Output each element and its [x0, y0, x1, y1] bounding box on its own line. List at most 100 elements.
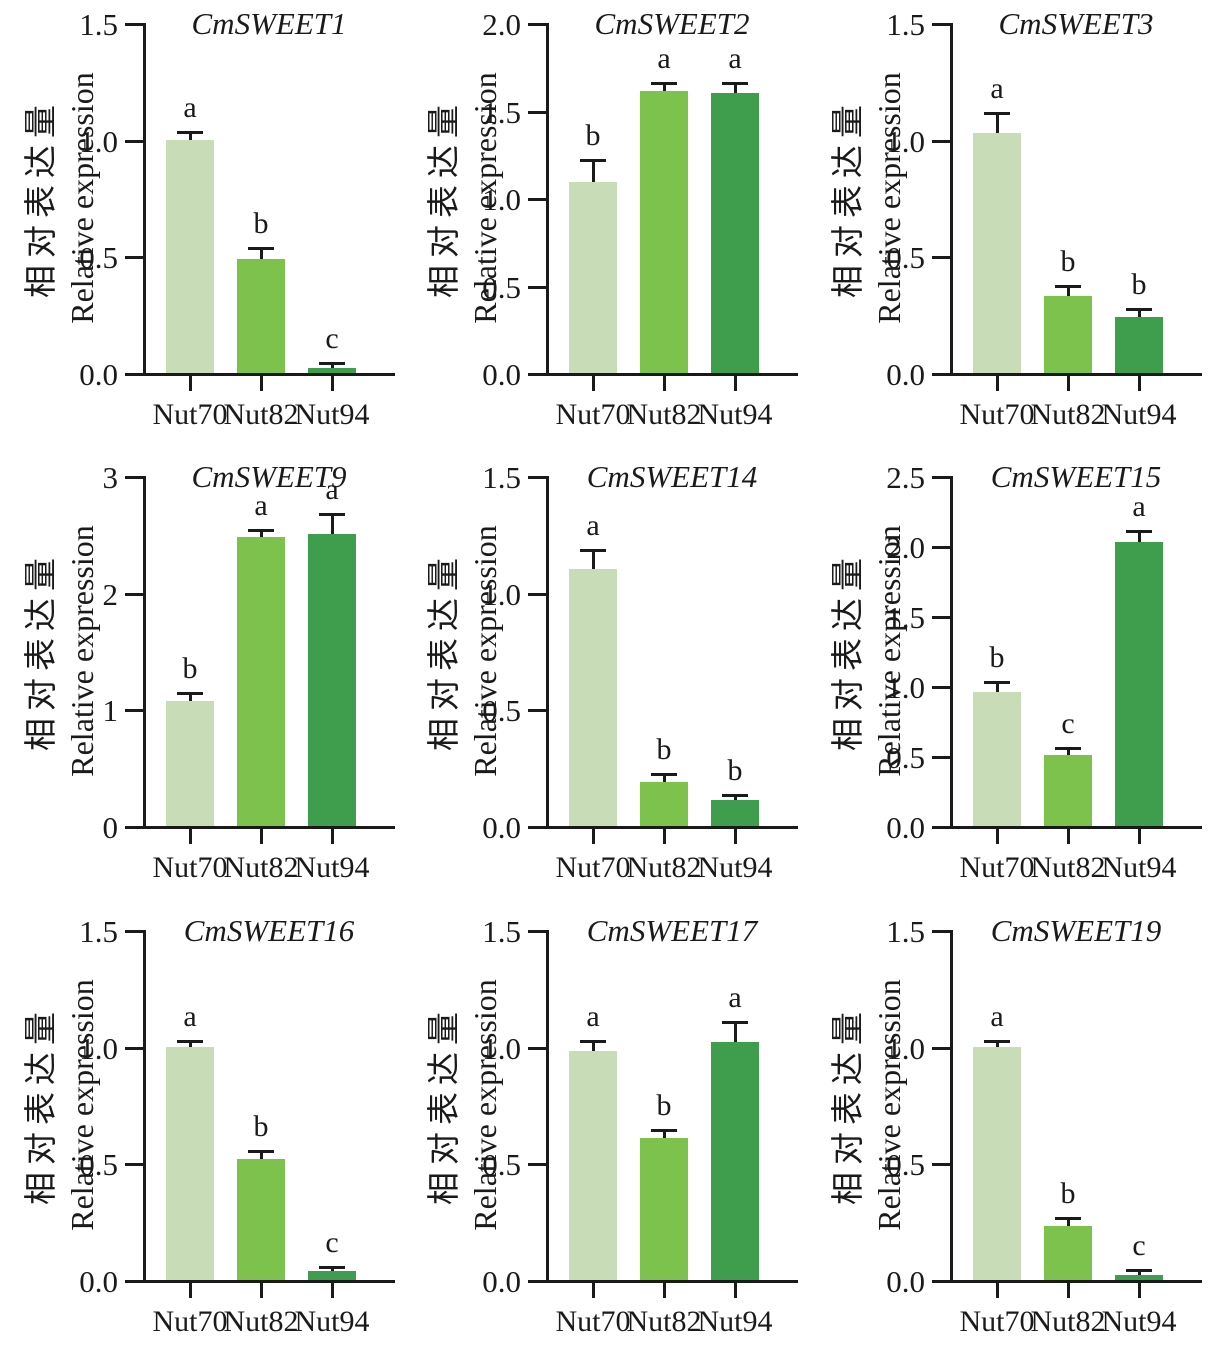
error-bar-cap [248, 1149, 274, 1153]
y-tick-label: 0.5 [482, 269, 521, 305]
y-tick-label: 1.5 [482, 94, 521, 130]
x-tick-label: Nut94 [697, 1305, 773, 1338]
y-tick-label: 1.5 [482, 460, 521, 495]
x-tick-label: Nut70 [555, 851, 631, 884]
error-bar [1137, 532, 1141, 542]
bar-nut82 [640, 1137, 688, 1280]
y-axis-label-zh: 相对表达量 [427, 98, 463, 299]
y-tick-mark [125, 1163, 143, 1167]
y-tick-label: 1.0 [886, 123, 925, 159]
error-bar-cap [1126, 308, 1152, 311]
x-tick-label: Nut82 [223, 851, 299, 884]
y-tick-mark [125, 139, 143, 143]
y-axis-label-zh: 相对表达量 [24, 1005, 60, 1206]
y-tick-mark [125, 930, 143, 933]
y-tick-mark [528, 476, 546, 479]
y-tick-mark [932, 256, 950, 260]
chart-title: CmSWEET1 [191, 6, 347, 41]
y-tick-mark [125, 1046, 143, 1050]
chart-cmsweet17: CmSWEET17 相对表达量 Relative expression 0.0 0.5 1… [403, 907, 806, 1360]
bar-nut94 [308, 534, 356, 826]
error-bar [1066, 1219, 1070, 1227]
x-tick-label: Nut82 [1030, 398, 1106, 431]
y-tick-label: 2.0 [482, 7, 521, 42]
y-tick-label: 2 [102, 576, 119, 612]
error-bar [591, 1042, 595, 1052]
x-tick-mark [733, 829, 737, 844]
x-axis-line [143, 826, 395, 829]
x-tick-label: Nut82 [626, 398, 702, 431]
y-tick-mark [932, 373, 950, 376]
bar-nut94 [711, 800, 759, 826]
y-tick-label: 0.5 [886, 1147, 925, 1183]
bar-nut70 [569, 182, 617, 373]
x-tick-mark [330, 829, 334, 844]
x-tick-label: Nut82 [1030, 1305, 1106, 1338]
bar-nut94 [1115, 317, 1163, 373]
bar-nut70 [166, 701, 214, 826]
y-axis-label-zh: 相对表达量 [427, 551, 463, 752]
bar-nut82 [1044, 1226, 1092, 1280]
error-bar [1066, 286, 1070, 296]
bar-nut82 [1044, 754, 1092, 826]
y-tick-mark [528, 373, 546, 376]
bar-nut70 [569, 1051, 617, 1280]
chart-cmsweet15: CmSWEET15 相对表达量 Relative expression 0.0 0.5 1… [807, 453, 1210, 906]
error-bar-cap [1055, 284, 1081, 288]
significance-letter: c [1061, 707, 1075, 740]
error-bar-cap [319, 1266, 345, 1270]
x-tick-label: Nut94 [294, 398, 370, 431]
y-tick-label: 1.0 [482, 1030, 521, 1066]
y-axis-label-en: Relative expression [64, 72, 100, 324]
error-bar [259, 1151, 263, 1159]
significance-letter: a [728, 981, 742, 1015]
y-tick-mark [125, 709, 143, 713]
significance-letter: a [586, 508, 600, 542]
error-bar-cap [722, 793, 748, 797]
error-bar-cap [248, 528, 274, 532]
error-bar-cap [177, 130, 203, 134]
y-axis-label: 相对表达量 Relative expression [829, 72, 909, 323]
y-tick-label: 1.0 [482, 576, 521, 612]
y-axis-line [143, 930, 146, 1283]
chart-title: CmSWEET15 [990, 459, 1162, 494]
x-axis-line [143, 373, 395, 376]
significance-letter: a [325, 472, 339, 506]
x-tick-mark [995, 1283, 999, 1298]
y-tick-label: 1.5 [886, 7, 925, 42]
x-tick-label: Nut82 [1030, 851, 1106, 884]
y-axis-label: 相对表达量 Relative expression [829, 979, 909, 1230]
error-bar [259, 530, 263, 537]
y-tick-label: 0.5 [79, 240, 118, 276]
x-tick-label: Nut94 [697, 398, 773, 431]
y-tick-mark [528, 1046, 546, 1050]
significance-letter: b [989, 641, 1005, 675]
chart-title: CmSWEET19 [990, 913, 1162, 948]
bar-nut94 [711, 1042, 759, 1280]
y-axis-label-zh: 相对表达量 [24, 98, 60, 299]
y-axis-label-en: Relative expression [467, 979, 503, 1231]
y-tick-mark [528, 592, 546, 596]
x-tick-mark [591, 376, 595, 391]
chart-cmsweet16: CmSWEET16 相对表达量 Relative expression 0.0 0.5 1… [0, 907, 403, 1360]
error-bar [733, 795, 737, 801]
y-tick-mark [125, 23, 143, 26]
y-tick-mark [528, 285, 546, 289]
significance-letter: a [254, 488, 268, 522]
significance-letter: b [253, 207, 269, 241]
x-axis-line [546, 1280, 798, 1283]
bar-nut70 [166, 1046, 214, 1280]
y-tick-mark [528, 930, 546, 933]
bar-nut82 [1044, 296, 1092, 373]
x-tick-mark [188, 1283, 192, 1298]
x-tick-mark [259, 1283, 263, 1298]
y-tick-label: 1.0 [886, 1030, 925, 1066]
bar-nut94 [1115, 1275, 1163, 1280]
x-tick-label: Nut82 [626, 851, 702, 884]
x-tick-mark [662, 829, 666, 844]
chart-title: CmSWEET3 [998, 6, 1154, 41]
y-tick-mark [932, 546, 950, 549]
y-tick-label: 1.5 [79, 7, 118, 42]
error-bar-cap [319, 512, 345, 516]
